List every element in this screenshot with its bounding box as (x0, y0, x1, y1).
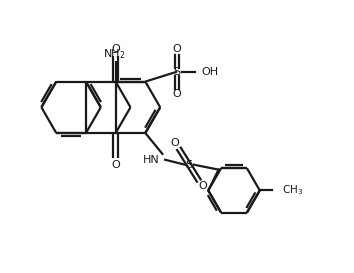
Text: O: O (173, 44, 181, 54)
Text: O: O (111, 44, 120, 54)
Text: O: O (173, 90, 181, 99)
Text: O: O (111, 160, 120, 170)
Text: OH: OH (202, 67, 219, 77)
Text: O: O (198, 182, 207, 191)
Text: S: S (173, 67, 181, 77)
Text: O: O (171, 138, 179, 148)
Text: S: S (185, 160, 193, 170)
Text: HN: HN (143, 155, 160, 165)
Text: CH$_3$: CH$_3$ (281, 183, 303, 197)
Text: NH$_2$: NH$_2$ (103, 47, 126, 61)
